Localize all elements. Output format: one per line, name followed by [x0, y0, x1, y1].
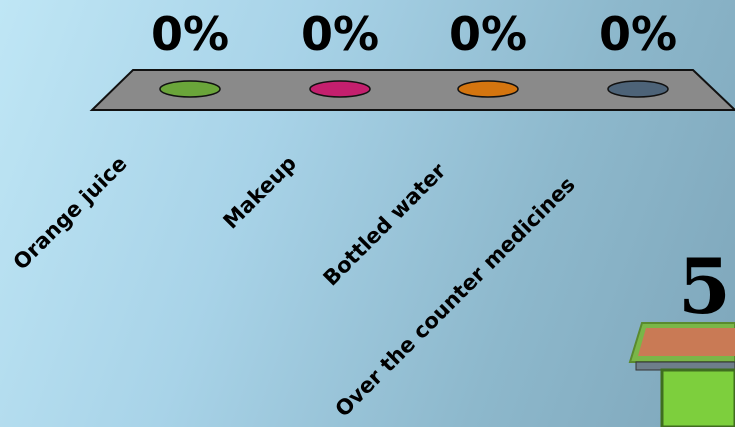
value-label-3: 0% — [599, 7, 677, 61]
bar-base-2 — [457, 80, 519, 98]
value-label-2: 0% — [449, 7, 527, 61]
bar-base-0 — [159, 80, 221, 98]
chart-platform — [89, 69, 735, 111]
countdown-timer: 5 — [628, 242, 735, 427]
chart-marks — [159, 80, 669, 98]
category-label-3: Over the counter medicines — [331, 172, 580, 421]
category-label-0: Orange juice — [9, 152, 132, 275]
timer-body — [660, 368, 735, 427]
category-label-2: Bottled water — [319, 158, 451, 290]
value-labels: 0% 0% 0% 0% — [151, 7, 677, 61]
countdown-number: 5 — [678, 242, 731, 331]
value-label-1: 0% — [301, 7, 379, 61]
value-label-0: 0% — [151, 7, 229, 61]
category-label-1: Makeup — [219, 151, 302, 234]
bar-base-3 — [607, 80, 669, 98]
bar-base-1 — [309, 80, 371, 98]
timer-lid-top — [638, 328, 735, 356]
